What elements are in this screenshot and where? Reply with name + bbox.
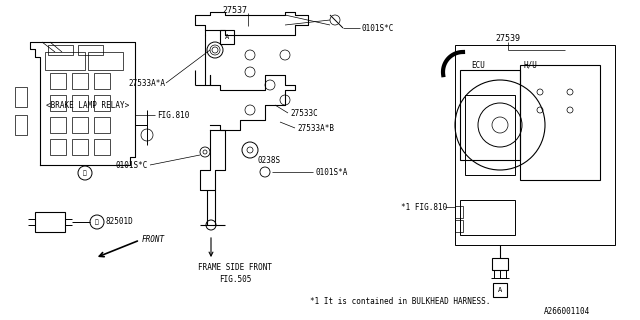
Text: H/U: H/U xyxy=(523,60,537,69)
Text: FIG.505: FIG.505 xyxy=(219,276,251,284)
Bar xyxy=(72,139,88,155)
Text: 27539: 27539 xyxy=(495,34,520,43)
Bar xyxy=(460,200,515,235)
Bar xyxy=(94,73,110,89)
Text: 0101S*C: 0101S*C xyxy=(116,161,148,170)
Bar xyxy=(455,45,615,245)
Text: 27533C: 27533C xyxy=(290,108,317,117)
Bar xyxy=(465,95,515,175)
Bar xyxy=(492,258,508,270)
Bar xyxy=(50,73,66,89)
Text: *1 It is contained in BULKHEAD HARNESS.: *1 It is contained in BULKHEAD HARNESS. xyxy=(310,298,490,307)
Text: FRAME SIDE FRONT: FRAME SIDE FRONT xyxy=(198,263,272,273)
Text: ①: ① xyxy=(83,170,87,176)
Bar xyxy=(220,30,234,44)
Bar xyxy=(460,70,520,160)
Bar xyxy=(455,206,463,218)
Text: <BRAKE LAMP RELAY>: <BRAKE LAMP RELAY> xyxy=(46,100,130,109)
Text: 27537: 27537 xyxy=(223,5,248,14)
Text: 0101S*A: 0101S*A xyxy=(315,167,348,177)
Text: 82501D: 82501D xyxy=(106,218,134,227)
Bar xyxy=(15,87,27,107)
Bar xyxy=(50,95,66,111)
Text: A266001104: A266001104 xyxy=(544,308,590,316)
Bar xyxy=(72,95,88,111)
Bar xyxy=(45,52,85,70)
Bar xyxy=(520,65,600,180)
Bar xyxy=(78,45,103,55)
Text: A: A xyxy=(498,287,502,293)
Bar xyxy=(72,117,88,133)
Text: *1 FIG.810: *1 FIG.810 xyxy=(401,203,447,212)
Bar xyxy=(94,117,110,133)
Bar xyxy=(35,212,65,232)
Bar xyxy=(50,139,66,155)
Bar xyxy=(94,95,110,111)
Bar xyxy=(88,52,123,70)
Text: 0101S*C: 0101S*C xyxy=(362,23,394,33)
Bar xyxy=(455,220,463,232)
Bar xyxy=(94,139,110,155)
Text: ECU: ECU xyxy=(471,60,485,69)
Text: 27533A*B: 27533A*B xyxy=(297,124,334,132)
Bar xyxy=(15,115,27,135)
Text: FRONT: FRONT xyxy=(142,236,165,244)
Bar xyxy=(48,45,73,55)
Bar xyxy=(50,117,66,133)
Text: ①: ① xyxy=(95,219,99,225)
Text: 27533A*A: 27533A*A xyxy=(128,78,165,87)
Bar xyxy=(493,283,507,297)
Text: 0238S: 0238S xyxy=(258,156,281,164)
Text: FIG.810: FIG.810 xyxy=(157,110,189,119)
Text: A: A xyxy=(225,34,229,40)
Bar xyxy=(72,73,88,89)
